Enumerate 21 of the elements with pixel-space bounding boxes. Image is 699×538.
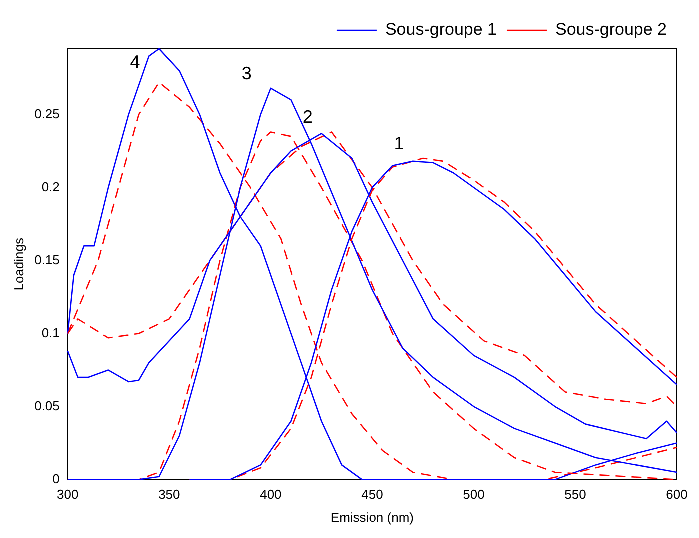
y-tick-label: 0: [52, 471, 60, 486]
annotation: 3: [242, 63, 252, 84]
x-tick-label: 400: [260, 487, 282, 502]
x-tick-label: 500: [463, 487, 485, 502]
annotation: 4: [130, 52, 140, 72]
x-tick-label: 450: [362, 487, 384, 502]
y-tick-label: 0.15: [34, 252, 60, 268]
annotation: 2: [302, 107, 313, 128]
legend-label: Sous-groupe 1: [385, 20, 497, 40]
x-tick-label: 300: [57, 487, 79, 502]
legend-label: Sous-groupe 2: [555, 20, 668, 40]
y-tick-label: 0.2: [42, 179, 60, 194]
y-tick-label: 0.25: [34, 106, 60, 122]
x-tick-label: 550: [564, 487, 586, 502]
x-tick-label: 350: [158, 487, 180, 502]
x-axis-title: Emission (nm): [330, 510, 414, 525]
x-tick-label: 600: [666, 487, 688, 502]
y-tick-label: 0.05: [34, 398, 60, 414]
annotation: 1: [394, 133, 404, 154]
y-tick-label: 0.1: [42, 325, 60, 340]
y-axis-title: Loadings: [11, 238, 26, 291]
